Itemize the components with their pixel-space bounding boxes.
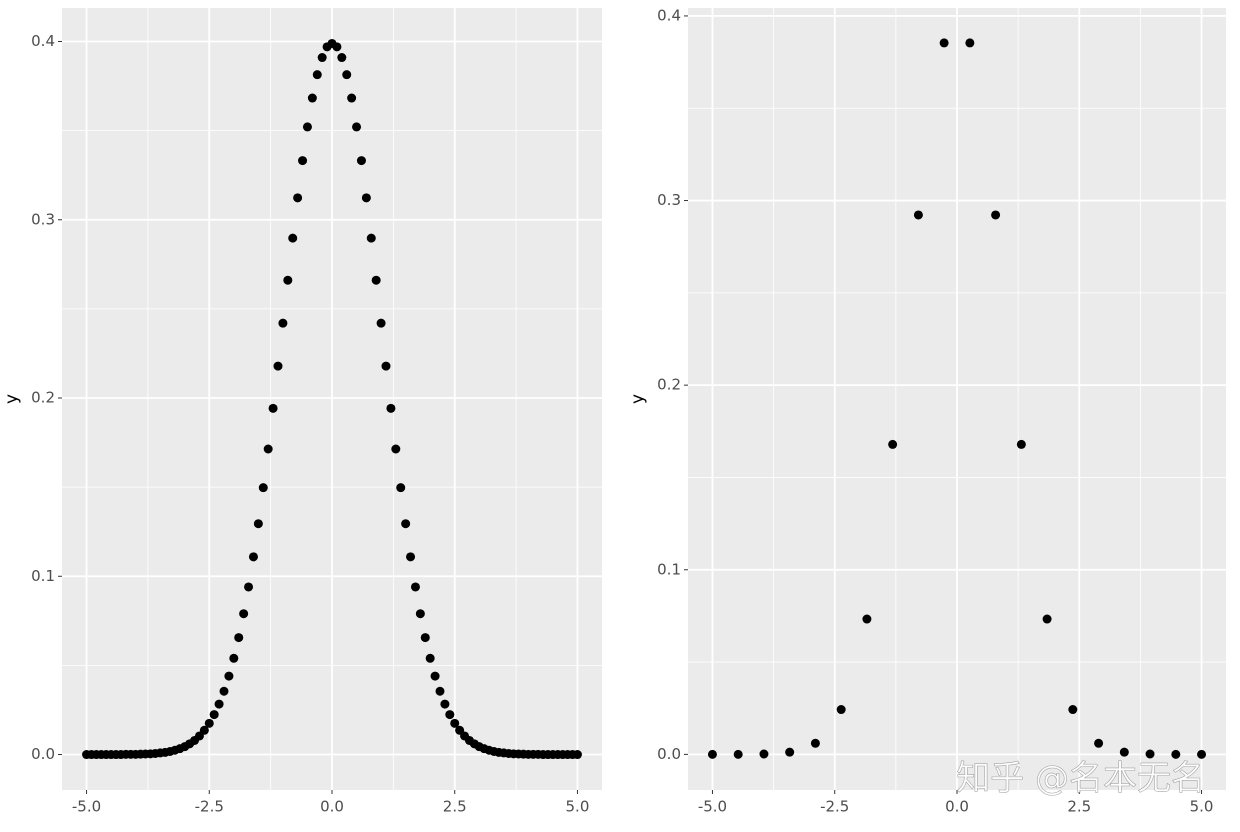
y-tick-label: 0.4 xyxy=(31,32,55,50)
point xyxy=(445,710,455,720)
y-tick-label: 0.0 xyxy=(657,745,681,763)
point xyxy=(440,699,450,709)
point xyxy=(965,38,975,48)
point xyxy=(214,699,224,709)
point xyxy=(253,519,263,529)
y-axis-label: y xyxy=(628,394,648,404)
y-tick-label: 0.1 xyxy=(31,567,55,585)
point xyxy=(759,749,769,759)
point xyxy=(239,609,249,619)
point xyxy=(401,519,411,529)
y-tick-label: 0.2 xyxy=(31,389,55,407)
point xyxy=(991,210,1001,220)
x-tick-label: -5.0 xyxy=(72,798,101,816)
point xyxy=(361,193,371,203)
point xyxy=(1145,749,1155,759)
point xyxy=(1119,747,1129,757)
point xyxy=(366,233,376,243)
point xyxy=(415,609,425,619)
point xyxy=(356,156,366,166)
point xyxy=(199,725,209,735)
point xyxy=(888,439,898,449)
point xyxy=(1042,614,1052,624)
point xyxy=(224,671,234,681)
point xyxy=(204,718,214,728)
point xyxy=(430,671,440,681)
point xyxy=(391,444,401,454)
point xyxy=(263,444,273,454)
y-tick-label: 0.2 xyxy=(657,376,681,394)
point xyxy=(386,403,396,413)
point xyxy=(258,483,268,493)
point xyxy=(312,70,322,80)
point xyxy=(317,53,327,63)
x-tick-label: -2.5 xyxy=(820,798,849,816)
point xyxy=(1068,705,1078,715)
point xyxy=(371,275,381,285)
x-tick-label: 0.0 xyxy=(945,798,969,816)
x-tick-label: 0.0 xyxy=(320,798,344,816)
point xyxy=(307,93,317,103)
point xyxy=(707,749,717,759)
point xyxy=(342,70,352,80)
point xyxy=(810,738,820,748)
y-tick-label: 0.1 xyxy=(657,560,681,578)
point xyxy=(278,318,288,328)
point xyxy=(913,210,923,220)
point xyxy=(1094,738,1104,748)
point xyxy=(302,122,312,132)
x-tick-label: 5.0 xyxy=(566,798,590,816)
point xyxy=(733,749,743,759)
point xyxy=(425,653,435,663)
point xyxy=(248,552,258,562)
x-tick-label: 2.5 xyxy=(1067,798,1091,816)
x-tick-label: -2.5 xyxy=(195,798,224,816)
watermark: 知乎 @名本无名 xyxy=(956,759,1205,799)
point xyxy=(337,53,347,63)
point xyxy=(410,582,420,592)
point xyxy=(209,710,219,720)
point xyxy=(244,582,254,592)
point xyxy=(234,633,244,643)
point xyxy=(406,552,416,562)
point xyxy=(420,633,430,643)
point xyxy=(268,403,278,413)
point xyxy=(396,483,406,493)
point xyxy=(229,653,239,663)
x-tick-label: 2.5 xyxy=(443,798,467,816)
point xyxy=(332,42,342,52)
point xyxy=(785,747,795,757)
y-axis-label: y xyxy=(2,394,22,404)
point xyxy=(352,122,362,132)
point xyxy=(381,361,391,371)
point xyxy=(288,233,298,243)
point xyxy=(1197,749,1207,759)
point xyxy=(862,614,872,624)
point xyxy=(347,93,357,103)
point xyxy=(572,750,582,760)
point xyxy=(836,705,846,715)
x-tick-label: -5.0 xyxy=(698,798,727,816)
point xyxy=(376,318,386,328)
x-tick-label: 5.0 xyxy=(1190,798,1214,816)
point xyxy=(1016,439,1026,449)
point xyxy=(293,193,303,203)
point xyxy=(273,361,283,371)
point xyxy=(283,275,293,285)
point xyxy=(1171,749,1181,759)
point xyxy=(435,686,445,696)
point xyxy=(939,38,949,48)
y-tick-label: 0.0 xyxy=(31,745,55,763)
y-tick-label: 0.3 xyxy=(657,191,681,209)
y-tick-label: 0.4 xyxy=(657,6,681,24)
point xyxy=(219,686,229,696)
point xyxy=(450,718,460,728)
point xyxy=(298,156,308,166)
y-tick-label: 0.3 xyxy=(31,210,55,228)
